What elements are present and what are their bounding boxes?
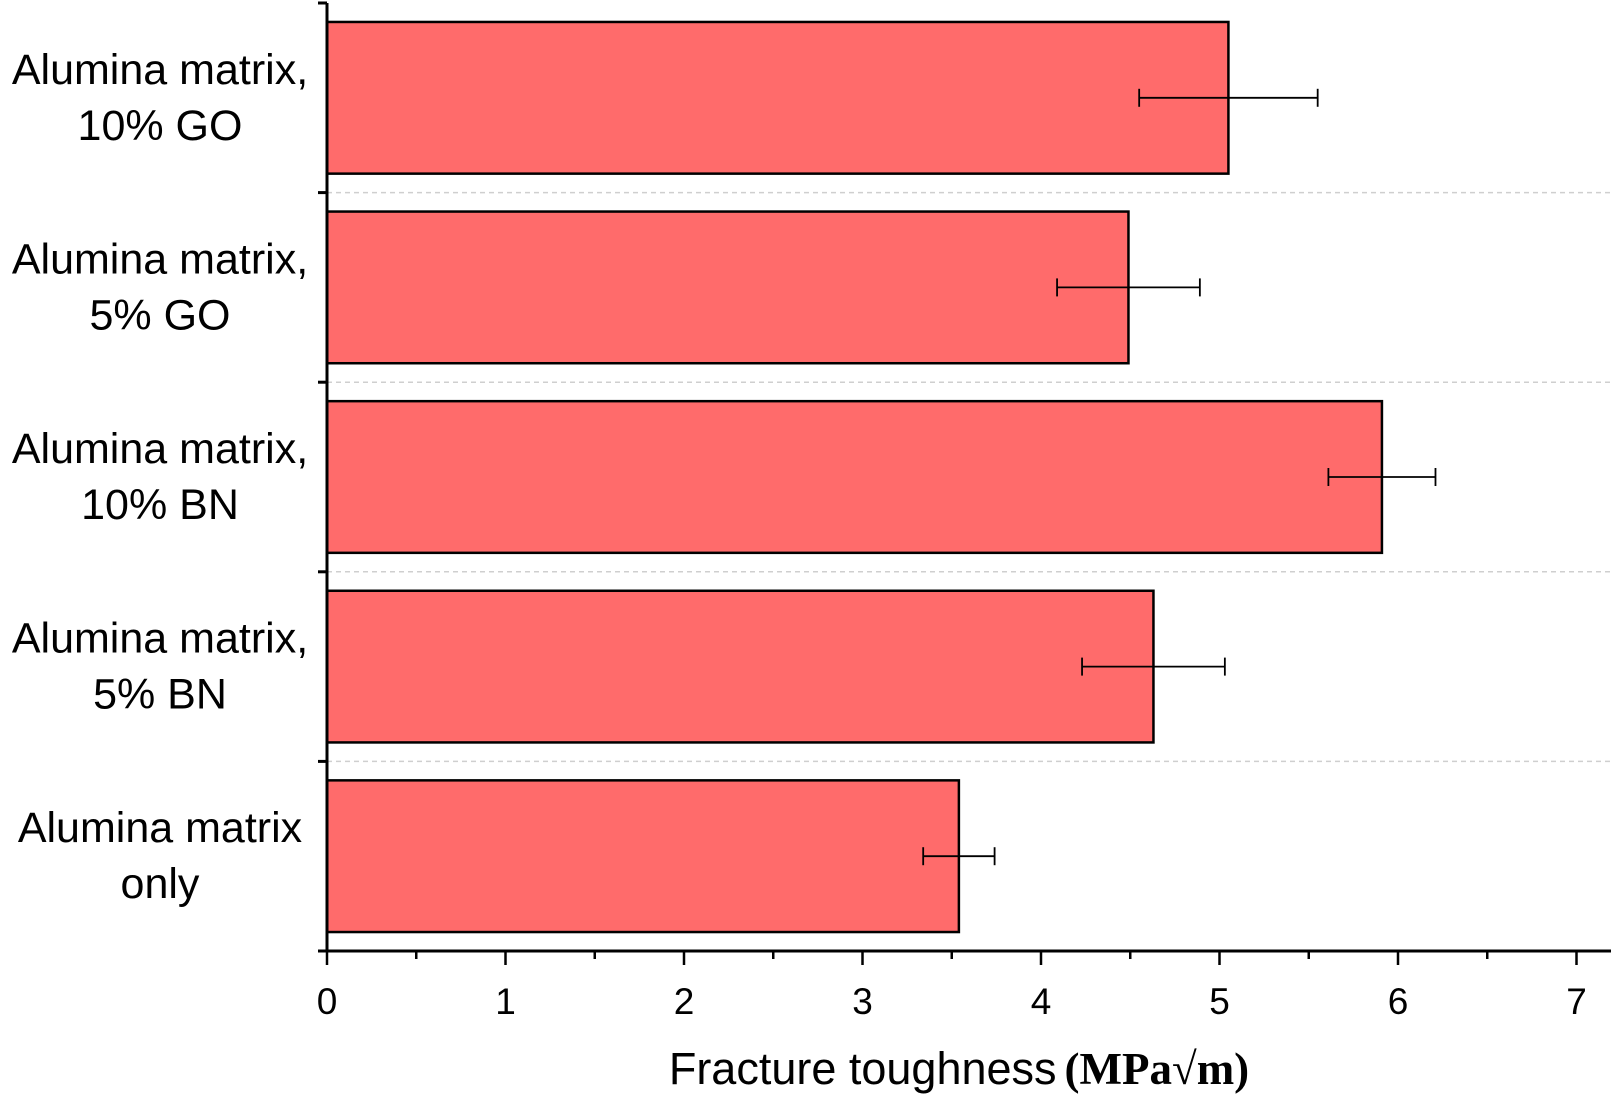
category-label: Alumina matrix,: [12, 46, 308, 94]
bar: [325, 779, 961, 934]
x-tick-label: 1: [495, 981, 516, 1022]
bars: [325, 20, 1384, 934]
category-label: Alumina matrix: [18, 804, 303, 852]
category-label: 5% BN: [93, 671, 227, 719]
bar: [325, 589, 1155, 744]
category-labels: Alumina matrix, 10% GO Alumina matrix, 5% G…: [12, 46, 308, 908]
x-tick-label: 3: [852, 981, 873, 1022]
x-tick-label: 0: [317, 981, 338, 1022]
bar: [325, 210, 1130, 365]
grid-lines: [327, 191, 1611, 763]
x-tick-label: 4: [1031, 981, 1052, 1022]
x-tick-label: 7: [1566, 981, 1587, 1022]
category-label: only: [121, 860, 200, 908]
category-label: 10% GO: [78, 102, 243, 150]
error-bars: [922, 88, 1437, 866]
x-axis-unit: (MPa√m): [1065, 1044, 1250, 1094]
category-label: 10% BN: [81, 481, 239, 529]
category-label: 5% GO: [90, 291, 231, 339]
x-axis-title-text: Fracture toughness: [669, 1043, 1057, 1094]
x-axis-title: Fracture toughness (MPa√m): [669, 1043, 1249, 1094]
bar: [325, 399, 1384, 555]
x-tick-label: 5: [1209, 981, 1230, 1022]
category-label: Alumina matrix,: [12, 425, 308, 473]
bar: [325, 20, 1230, 175]
category-label: Alumina matrix,: [12, 235, 308, 283]
category-label: Alumina matrix,: [12, 615, 308, 663]
x-tick-label: 6: [1388, 981, 1409, 1022]
x-tick-label: 2: [674, 981, 695, 1022]
axes: 0 1 2 3 4 5 6 7: [317, 1, 1611, 1022]
